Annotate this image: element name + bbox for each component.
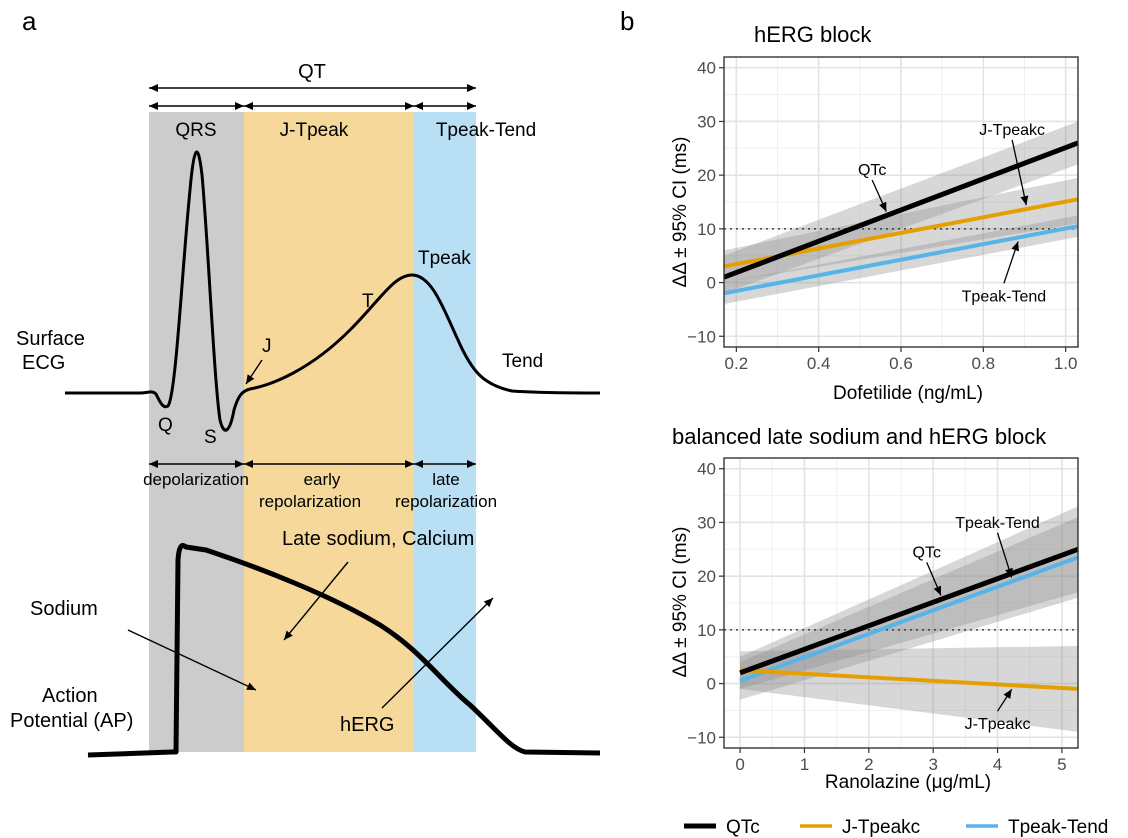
x-tick-label: 0.2 bbox=[725, 354, 749, 373]
ap-label-2: Potential (AP) bbox=[10, 710, 133, 732]
t-label: T bbox=[362, 291, 374, 312]
annotation-arrow-j-tpeakc bbox=[1011, 139, 1029, 206]
annotation-qtc: QTc bbox=[858, 162, 886, 179]
late-sodium-label: Late sodium, Calcium bbox=[282, 528, 474, 550]
tpeaktend-label: Tpeak-Tend bbox=[436, 120, 536, 141]
legend-entry-qtc: QTc bbox=[726, 817, 760, 838]
x-tick-label: 1.0 bbox=[1054, 354, 1078, 373]
annotation-j-tpeakc: J-Tpeakc bbox=[979, 122, 1045, 139]
y-tick-label: 0 bbox=[707, 675, 716, 694]
herg-label: hERG bbox=[340, 714, 394, 736]
y-tick-label: 20 bbox=[697, 567, 716, 586]
panel-a: a QT QRS J-Tpeak Tpeak-Tend Surface ECG … bbox=[10, 6, 601, 758]
x-tick-label: 0.4 bbox=[807, 354, 831, 373]
j-arrow bbox=[245, 359, 263, 385]
panel-b-label: b bbox=[620, 6, 634, 36]
late-label-2: repolarization bbox=[395, 492, 497, 511]
legend: QTc J-Tpeakc Tpeak-Tend bbox=[684, 817, 1108, 838]
q-label: Q bbox=[158, 415, 173, 436]
plot-area: 0 1 2 3 4 5 −10 0 10 20 30 40 Tpeak-Tend QTc J-Tpeakc bbox=[687, 457, 1079, 774]
legend-entry-jtpeakc: J-Tpeakc bbox=[842, 817, 920, 838]
annotation-tpeak-tend: Tpeak-Tend bbox=[955, 515, 1040, 532]
series-line-qtc bbox=[739, 546, 1079, 676]
jtpeak-band bbox=[244, 112, 414, 752]
y-axis-label: ΔΔ ± 95% CI (ms) bbox=[670, 137, 691, 288]
s-label: S bbox=[204, 427, 217, 448]
y-tick-label: −10 bbox=[687, 327, 716, 346]
plot-area: 0.2 0.4 0.6 0.8 1.0 −10 0 10 20 30 40 J-Tpeakc QTc Tp… bbox=[687, 56, 1079, 373]
annotation-arrow-tpeak-tend bbox=[996, 532, 1013, 578]
ci-band-tpeak-tend bbox=[740, 517, 1078, 700]
x-tick-label: 5 bbox=[1057, 755, 1066, 774]
y-tick-label: 10 bbox=[697, 220, 716, 239]
y-tick-label: 20 bbox=[697, 166, 716, 185]
y-tick-label: 0 bbox=[707, 274, 716, 293]
y-tick-label: 10 bbox=[697, 621, 716, 640]
chart-balanced-block: balanced late sodium and hERG block ΔΔ ±… bbox=[670, 424, 1079, 793]
action-potential-trace bbox=[87, 543, 601, 758]
panel-a-label: a bbox=[22, 6, 37, 36]
x-tick-label: 3 bbox=[928, 755, 937, 774]
chart-title: hERG block bbox=[754, 22, 872, 47]
late-label-1: late bbox=[432, 470, 459, 489]
tpeaktend-band bbox=[414, 112, 476, 752]
x-axis-label: Ranolazine (μg/mL) bbox=[825, 772, 991, 793]
ap-label-1: Action bbox=[42, 685, 98, 707]
y-axis-label: ΔΔ ± 95% CI (ms) bbox=[670, 527, 691, 678]
chart-title: balanced late sodium and hERG block bbox=[672, 424, 1047, 449]
legend-entry-tpeaktend: Tpeak-Tend bbox=[1008, 817, 1108, 838]
ecg-trace bbox=[65, 150, 601, 432]
tpeak-label: Tpeak bbox=[418, 248, 471, 269]
ci-band-j-tpeakc bbox=[724, 177, 1078, 283]
x-tick-label: 2 bbox=[864, 755, 873, 774]
annotation-j-tpeakc: J-Tpeakc bbox=[965, 716, 1031, 733]
y-tick-label: 30 bbox=[697, 112, 716, 131]
late-sodium-arrow bbox=[283, 561, 349, 641]
sodium-arrow bbox=[127, 629, 257, 691]
x-tick-label: 1 bbox=[800, 755, 809, 774]
series-line-qtc bbox=[723, 140, 1079, 280]
qrs-band bbox=[149, 112, 244, 752]
annotation-arrow-qtc bbox=[926, 562, 942, 596]
qt-label: QT bbox=[298, 61, 326, 83]
sodium-label: Sodium bbox=[30, 598, 98, 620]
x-tick-label: 4 bbox=[993, 755, 1002, 774]
annotation-arrow-j-tpeakc bbox=[996, 688, 1013, 712]
x-tick-label: 0.6 bbox=[889, 354, 913, 373]
annotation-qtc: QTc bbox=[913, 544, 941, 561]
annotation-arrow-qtc bbox=[871, 179, 887, 212]
annotation-tpeak-tend: Tpeak-Tend bbox=[962, 288, 1047, 305]
annotation-arrow-tpeak-tend bbox=[1003, 241, 1019, 284]
qrs-label: QRS bbox=[175, 120, 216, 141]
chart-herg-block: hERG block ΔΔ ± 95% CI (ms) Dofetilide (… bbox=[670, 22, 1079, 404]
y-tick-label: 40 bbox=[697, 59, 716, 78]
ci-band-j-tpeakc bbox=[740, 645, 1078, 732]
y-tick-label: −10 bbox=[687, 728, 716, 747]
series-line-tpeak-tend bbox=[723, 224, 1079, 296]
series-line-tpeak-tend bbox=[739, 555, 1079, 683]
x-tick-label: 0 bbox=[735, 755, 744, 774]
x-axis-label: Dofetilide (ng/mL) bbox=[833, 383, 983, 404]
y-tick-label: 30 bbox=[697, 513, 716, 532]
surface-ecg-label-2: ECG bbox=[22, 352, 65, 374]
depolarization-label: depolarization bbox=[143, 470, 249, 489]
jtpeak-label: J-Tpeak bbox=[280, 120, 349, 141]
surface-ecg-label-1: Surface bbox=[16, 328, 85, 350]
series-line-j-tpeakc bbox=[739, 668, 1079, 691]
j-label: J bbox=[262, 336, 272, 357]
tend-label: Tend bbox=[502, 351, 543, 372]
herg-arrow bbox=[381, 597, 494, 709]
plot-border bbox=[723, 457, 1079, 749]
early-label-2: repolarization bbox=[259, 492, 361, 511]
x-tick-label: 0.8 bbox=[972, 354, 996, 373]
y-tick-label: 40 bbox=[697, 460, 716, 479]
early-label-1: early bbox=[304, 470, 341, 489]
